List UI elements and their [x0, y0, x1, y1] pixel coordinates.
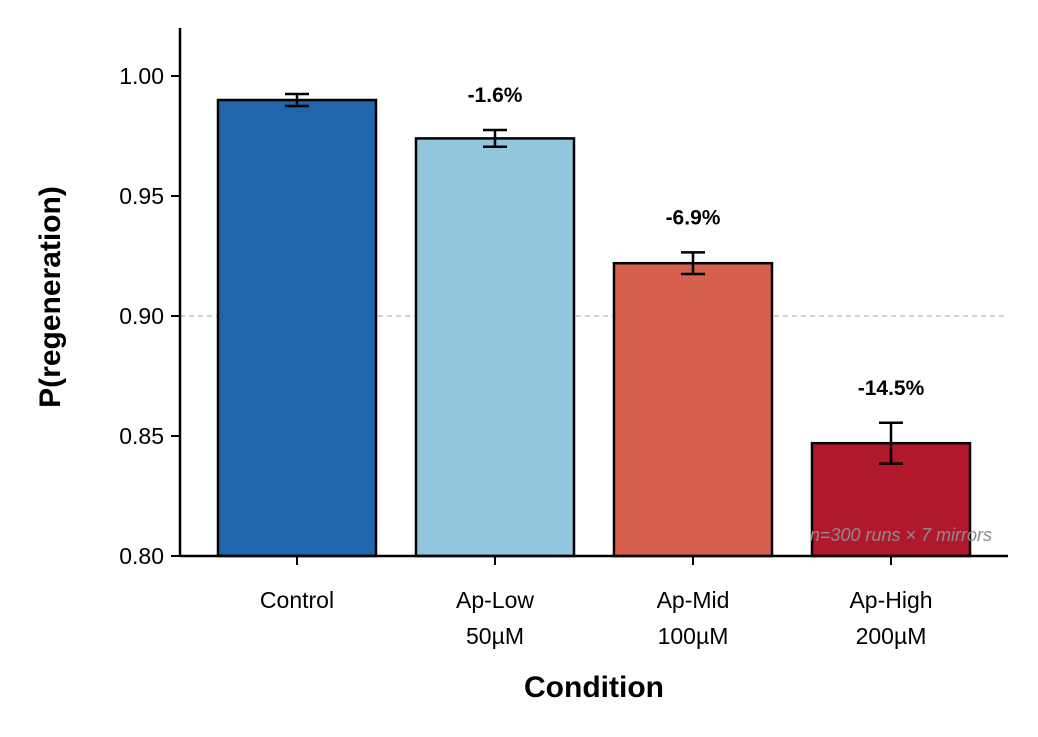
- y-ticks-layer: 0.80 0.85 0.90 0.95 1.00: [119, 63, 180, 569]
- x-ticks-layer: Control Ap-Low 50µM Ap-Mid 100µM Ap-High 200µM: [260, 556, 933, 649]
- bar: [612, 261, 774, 558]
- footnote: n=300 runs × 7 mirrors: [810, 525, 992, 545]
- bar-annotation: -6.9%: [666, 206, 721, 229]
- x-tick-label: Ap-Mid: [657, 587, 730, 613]
- x-tick-label: 200µM: [856, 623, 927, 649]
- error-bars-layer: [285, 92, 903, 465]
- axes-layer: [178, 28, 1008, 558]
- x-tick-label: Control: [260, 587, 334, 613]
- x-tick-label: Ap-Low: [456, 587, 534, 613]
- bar-annotation: -14.5%: [858, 377, 925, 400]
- bar: [216, 98, 378, 558]
- y-axis-title: P(regeneration): [34, 186, 67, 408]
- error-bar: [681, 251, 705, 276]
- bars-layer: [216, 98, 972, 558]
- error-bar: [879, 421, 903, 465]
- x-tick-label: Ap-High: [849, 587, 932, 613]
- y-tick-label: 0.95: [119, 183, 164, 209]
- y-tick-label: 0.80: [119, 543, 164, 569]
- x-axis-title: Condition: [524, 671, 664, 704]
- y-tick-label: 0.85: [119, 423, 164, 449]
- y-tick-label: 0.90: [119, 303, 164, 329]
- x-tick-label: 100µM: [658, 623, 729, 649]
- bar-annotation: -1.6%: [468, 84, 523, 107]
- annotations-layer: -1.6% -6.9% -14.5%: [468, 84, 925, 400]
- x-tick-label: 50µM: [466, 623, 524, 649]
- error-bar: [483, 128, 507, 149]
- error-bar: [285, 92, 309, 108]
- y-tick-label: 1.00: [119, 63, 164, 89]
- bar: [414, 137, 576, 558]
